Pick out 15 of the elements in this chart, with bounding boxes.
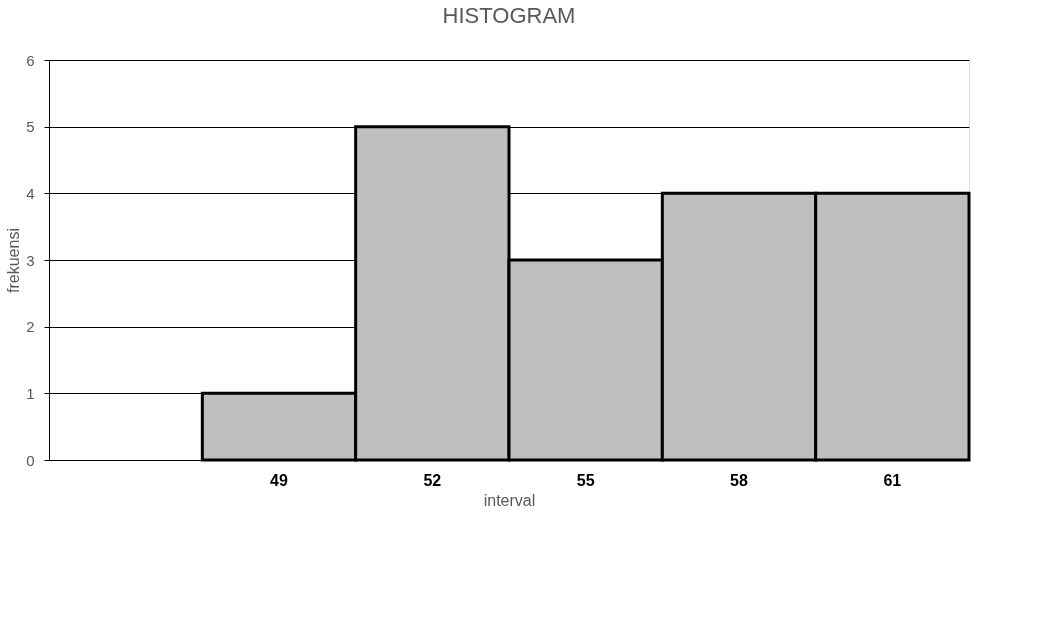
chart-title: HISTOGRAM: [442, 3, 576, 28]
x-tick-label: 52: [423, 471, 442, 489]
y-tick-label: 1: [26, 384, 35, 402]
y-tick-label: 6: [26, 51, 35, 69]
x-tick-label: 55: [576, 471, 595, 489]
y-tick-label: 5: [26, 118, 35, 136]
y-tick-label: 2: [26, 318, 35, 336]
x-tick-label: 61: [883, 471, 902, 489]
y-tick-label: 0: [26, 451, 35, 469]
x-axis-title: interval: [483, 491, 536, 509]
x-tick-label: 49: [270, 471, 288, 489]
y-axis-title: frekuensi: [5, 228, 23, 293]
y-tick-label: 4: [26, 184, 35, 202]
y-tick-label: 3: [26, 251, 35, 269]
x-tick-label: 58: [730, 471, 748, 489]
